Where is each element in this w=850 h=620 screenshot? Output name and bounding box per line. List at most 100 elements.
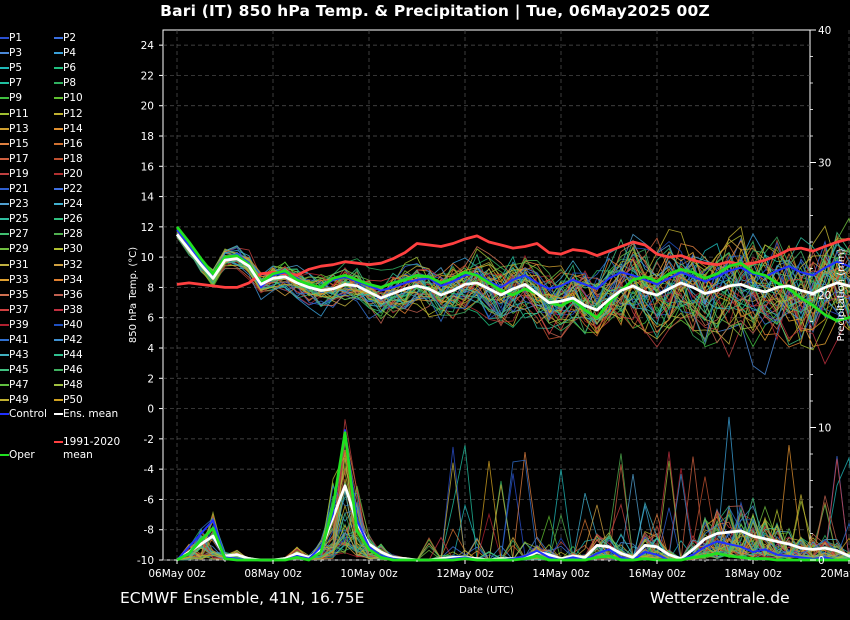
legend-label: P48 bbox=[63, 379, 83, 392]
y-tick-label: 20 bbox=[141, 101, 154, 113]
legend-swatch bbox=[54, 142, 63, 145]
legend-swatch bbox=[54, 188, 63, 190]
x-tick-label: 14May 00z bbox=[532, 568, 590, 580]
legend-item: P35 bbox=[0, 289, 29, 302]
legend-label: P5 bbox=[9, 62, 23, 75]
legend-label: P31 bbox=[9, 258, 29, 271]
legend-label: P15 bbox=[9, 137, 29, 150]
legend-label: P45 bbox=[9, 364, 29, 377]
series-line-oper-precip bbox=[176, 431, 850, 562]
member-temp-line bbox=[176, 237, 850, 331]
legend-item: P40 bbox=[54, 319, 83, 332]
legend-item: P41 bbox=[0, 334, 29, 347]
y2-axis-label: Precipitation (mm) bbox=[836, 248, 847, 341]
legend-swatch bbox=[0, 339, 9, 341]
legend-swatch bbox=[54, 441, 63, 443]
legend-swatch bbox=[0, 293, 9, 296]
legend-swatch bbox=[0, 323, 9, 326]
highlighted-series bbox=[175, 226, 850, 562]
legend-label: P30 bbox=[63, 243, 83, 256]
legend-swatch bbox=[0, 248, 9, 251]
legend-label: P9 bbox=[9, 92, 23, 105]
legend-label: P21 bbox=[9, 183, 29, 195]
legend-swatch bbox=[54, 323, 63, 326]
y-tick-label: -2 bbox=[144, 434, 154, 446]
legend-label: P4 bbox=[63, 47, 77, 60]
legend-item: P36 bbox=[54, 289, 83, 302]
legend-item: P24 bbox=[54, 198, 83, 211]
legend-item: P6 bbox=[54, 62, 76, 75]
legend-label: P50 bbox=[63, 394, 83, 407]
legend-label: P41 bbox=[9, 334, 29, 346]
legend-swatch bbox=[0, 37, 9, 39]
legend-item: P25 bbox=[0, 213, 29, 226]
legend-item: P49 bbox=[0, 394, 29, 407]
y-tick-label: 14 bbox=[141, 192, 155, 204]
legend-swatch bbox=[54, 112, 63, 115]
x-tick-label: 06May 00z bbox=[148, 568, 206, 580]
legend-swatch bbox=[54, 293, 63, 296]
legend-label: P32 bbox=[63, 258, 83, 271]
legend-item: P8 bbox=[54, 77, 76, 90]
legend-swatch bbox=[0, 142, 9, 145]
y-tick-label: -8 bbox=[144, 525, 154, 537]
legend-item: 1991-2020 mean bbox=[54, 436, 120, 462]
y2-tick-label: 40 bbox=[818, 25, 831, 37]
legend-swatch bbox=[0, 384, 9, 387]
legend-item: P10 bbox=[54, 92, 83, 105]
legend-swatch bbox=[0, 354, 9, 357]
legend-label: P42 bbox=[63, 334, 83, 346]
legend-swatch bbox=[54, 413, 63, 415]
y-tick-label: 10 bbox=[141, 252, 154, 264]
legend-item: P1 bbox=[0, 32, 22, 45]
legend-label: P26 bbox=[63, 213, 83, 226]
legend-label-line2: mean bbox=[63, 449, 93, 461]
legend-swatch bbox=[54, 52, 63, 55]
x-tick-label: 10May 00z bbox=[340, 568, 398, 580]
legend-swatch bbox=[0, 157, 9, 160]
legend-swatch bbox=[0, 278, 9, 281]
legend-label: P24 bbox=[63, 198, 83, 211]
legend-item: P43 bbox=[0, 349, 29, 362]
y-tick-label: 12 bbox=[141, 222, 154, 234]
legend-label: Control bbox=[9, 408, 47, 420]
legend-swatch bbox=[54, 263, 63, 266]
legend-item: P5 bbox=[0, 62, 22, 75]
legend-item: P12 bbox=[54, 108, 83, 121]
legend-swatch bbox=[54, 203, 63, 206]
series-line-ens-mean-temp bbox=[175, 233, 850, 312]
x-axis-label: Date (UTC) bbox=[459, 585, 514, 596]
legend-label: 1991-2020 bbox=[63, 436, 121, 448]
legend-swatch bbox=[0, 203, 9, 206]
y-tick-label: 24 bbox=[141, 40, 155, 52]
legend-item: P14 bbox=[54, 123, 83, 136]
legend-swatch bbox=[0, 399, 9, 402]
y-tick-label: 6 bbox=[147, 313, 154, 325]
legend-item: P47 bbox=[0, 379, 29, 392]
x-tick-label: 18May 00z bbox=[724, 568, 782, 580]
legend-item: P38 bbox=[54, 304, 83, 317]
y2-tick-label: 30 bbox=[818, 158, 831, 170]
legend-item: P19 bbox=[0, 168, 29, 181]
legend-swatch bbox=[54, 127, 63, 130]
legend-swatch bbox=[54, 233, 63, 236]
legend-item: P9 bbox=[0, 92, 22, 105]
legend-item: P31 bbox=[0, 259, 29, 272]
legend-swatch bbox=[0, 82, 9, 85]
x-tick-label: 08May 00z bbox=[244, 568, 302, 580]
legend-item: P29 bbox=[0, 243, 29, 256]
legend-item: P45 bbox=[0, 364, 29, 377]
y-tick-label: -10 bbox=[137, 555, 154, 567]
legend-item: P37 bbox=[0, 304, 29, 317]
legend-item: P26 bbox=[54, 213, 83, 226]
legend-label: P43 bbox=[9, 349, 29, 362]
legend-item: P22 bbox=[54, 183, 83, 196]
legend-item: P17 bbox=[0, 153, 29, 166]
legend-swatch bbox=[0, 233, 9, 236]
y-tick-label: 4 bbox=[147, 343, 154, 355]
legend-label: P8 bbox=[63, 77, 77, 90]
legend-item: Control bbox=[0, 408, 47, 421]
legend-label: P27 bbox=[9, 228, 29, 241]
axes: -10-8-6-4-202468101214161820222401020304… bbox=[137, 25, 850, 580]
